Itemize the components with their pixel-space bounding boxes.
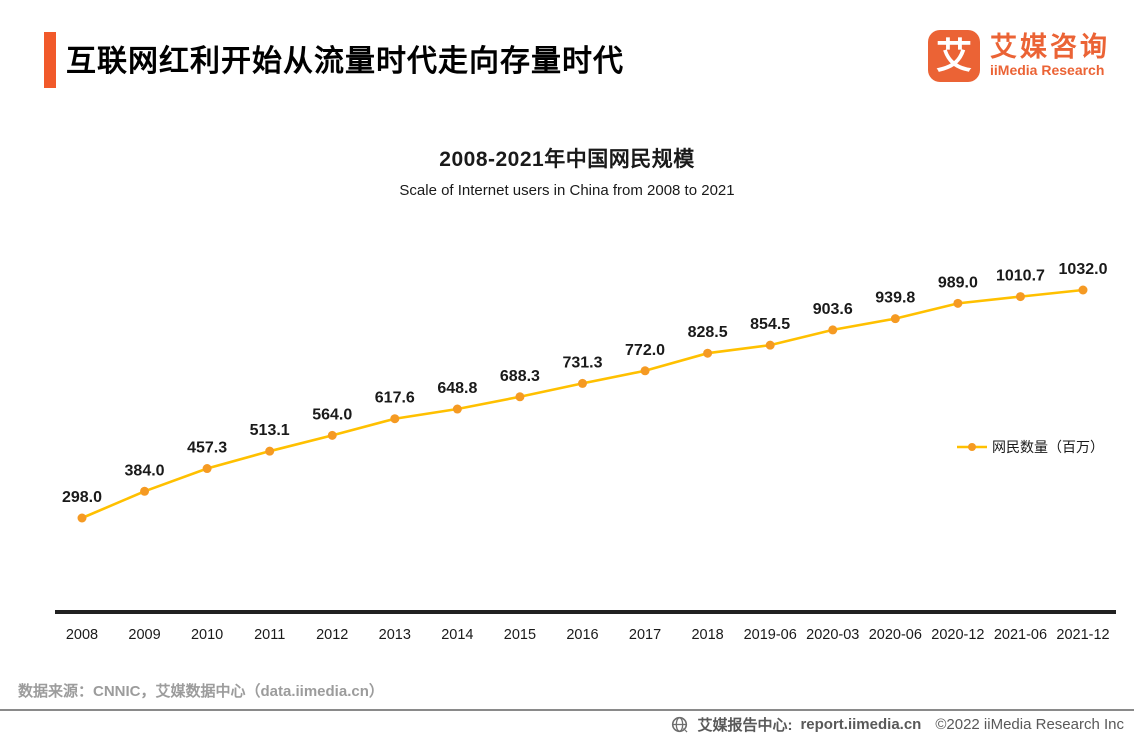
data-point-label: 989.0 — [938, 274, 978, 291]
data-point — [828, 325, 838, 335]
data-point — [140, 486, 150, 496]
data-point-label: 513.1 — [250, 422, 290, 439]
chart-subtitle: Scale of Internet users in China from 20… — [399, 182, 735, 199]
x-tick-label: 2015 — [504, 627, 536, 643]
page-title: 互联网红利开始从流量时代走向存量时代 — [66, 45, 624, 78]
data-point-label: 939.8 — [875, 290, 915, 307]
report-center-url[interactable]: report.iimedia.cn — [800, 716, 922, 733]
data-point — [202, 464, 212, 474]
data-point-label: 298.0 — [62, 489, 102, 506]
x-tick-label: 2021-06 — [994, 627, 1047, 643]
data-point — [515, 392, 525, 402]
data-point — [640, 366, 650, 376]
series-line — [81, 288, 1084, 520]
x-tick-label: 2013 — [379, 627, 411, 643]
data-point — [703, 348, 713, 358]
x-tick-label: 2008 — [66, 627, 98, 643]
x-tick-label: 2019-06 — [744, 627, 797, 643]
logo-name-cn: 艾媒咨询 — [990, 31, 1110, 62]
data-point-label: 688.3 — [500, 368, 540, 385]
data-point-label: 617.6 — [375, 390, 415, 407]
data-point-label: 1032.0 — [1059, 261, 1108, 278]
data-point-label: 1010.7 — [996, 268, 1045, 285]
data-point-label: 384.0 — [125, 462, 165, 479]
bottom-bar: 艾媒报告中心: report.iimedia.cn ©2022 iiMedia … — [671, 714, 1124, 735]
data-point-label: 903.6 — [813, 301, 853, 318]
chart-title: 2008-2021年中国网民规模 — [439, 148, 695, 171]
x-tick-label: 2009 — [128, 627, 160, 643]
data-point — [765, 340, 775, 350]
x-tick-label: 2020-06 — [869, 627, 922, 643]
x-tick-label: 2010 — [191, 627, 223, 643]
data-point-label: 731.3 — [562, 354, 602, 371]
data-source-note: 数据来源：CNNIC，艾媒数据中心（data.iimedia.cn） — [18, 683, 384, 700]
report-globe-icon — [672, 716, 688, 732]
x-tick-label: 2014 — [441, 627, 473, 643]
footer-divider — [0, 709, 1134, 711]
data-point — [327, 430, 337, 440]
x-tick-label: 2021-12 — [1056, 627, 1109, 643]
data-point — [953, 298, 963, 308]
data-point — [578, 378, 587, 388]
data-point-label: 564.0 — [312, 406, 352, 423]
data-point-label: 457.3 — [187, 440, 227, 457]
data-point — [1015, 292, 1025, 302]
report-center-label: 艾媒报告中心: — [697, 717, 793, 734]
iimedia-logo: 艾 艾媒咨询 iiMedia Research — [928, 30, 1110, 82]
x-tick-label: 2012 — [316, 627, 348, 643]
x-tick-label: 2020-12 — [931, 627, 984, 643]
data-point-label: 772.0 — [625, 342, 665, 359]
data-point-label: 854.5 — [750, 316, 790, 333]
copyright-text: ©2022 iiMedia Research Inc — [935, 716, 1124, 733]
x-tick-label: 2016 — [566, 627, 598, 643]
legend-label: 网民数量（百万） — [992, 439, 1104, 455]
x-tick-label: 2020-03 — [806, 627, 859, 643]
data-point — [890, 314, 900, 324]
data-point — [1078, 285, 1088, 295]
data-point — [390, 414, 400, 424]
data-point — [77, 513, 87, 523]
x-tick-label: 2011 — [254, 627, 285, 643]
title-accent-bar — [44, 32, 56, 88]
iimedia-logo-icon: 艾 — [928, 30, 980, 82]
logo-name-en: iiMedia Research — [990, 62, 1105, 79]
data-point — [265, 446, 275, 456]
data-point — [452, 404, 462, 414]
legend-line-marker-icon — [957, 443, 987, 451]
data-point-label: 648.8 — [437, 380, 477, 397]
chart-legend: 网民数量（百万） — [956, 437, 1104, 457]
data-point-label: 828.5 — [688, 324, 728, 341]
x-tick-label: 2018 — [691, 627, 723, 643]
x-tick-label: 2017 — [629, 627, 661, 643]
